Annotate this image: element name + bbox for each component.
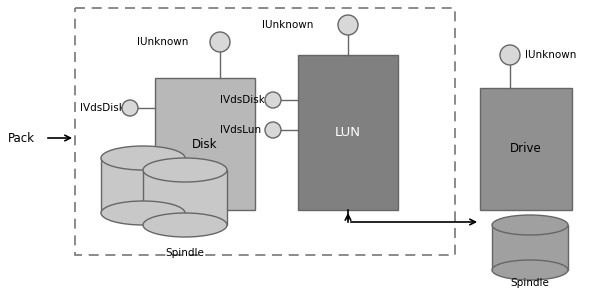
Text: LUN: LUN <box>335 126 361 139</box>
Text: Spindle: Spindle <box>511 278 549 288</box>
Polygon shape <box>101 158 185 213</box>
Ellipse shape <box>143 158 227 182</box>
Text: IUnknown: IUnknown <box>137 37 188 47</box>
Text: Disk: Disk <box>192 137 218 151</box>
Text: IVdsLun: IVdsLun <box>220 125 261 135</box>
Ellipse shape <box>500 45 520 65</box>
Text: Spindle: Spindle <box>165 248 204 258</box>
Text: Drive: Drive <box>510 142 542 155</box>
Ellipse shape <box>265 122 281 138</box>
Ellipse shape <box>265 92 281 108</box>
Text: IVdsDisk: IVdsDisk <box>220 95 265 105</box>
Ellipse shape <box>122 100 138 116</box>
Ellipse shape <box>492 215 568 235</box>
Text: IVdsDisk: IVdsDisk <box>80 103 125 113</box>
Text: IUnknown: IUnknown <box>525 50 576 60</box>
Ellipse shape <box>210 32 230 52</box>
Ellipse shape <box>338 15 358 35</box>
Text: Pack: Pack <box>8 131 35 144</box>
Bar <box>480 88 572 210</box>
Ellipse shape <box>101 146 185 170</box>
Bar <box>298 55 398 210</box>
Bar <box>75 8 455 255</box>
Ellipse shape <box>492 260 568 280</box>
Text: IUnknown: IUnknown <box>262 20 313 30</box>
Polygon shape <box>492 225 568 270</box>
Bar <box>155 78 255 210</box>
Ellipse shape <box>143 213 227 237</box>
Polygon shape <box>143 170 227 225</box>
Ellipse shape <box>101 201 185 225</box>
